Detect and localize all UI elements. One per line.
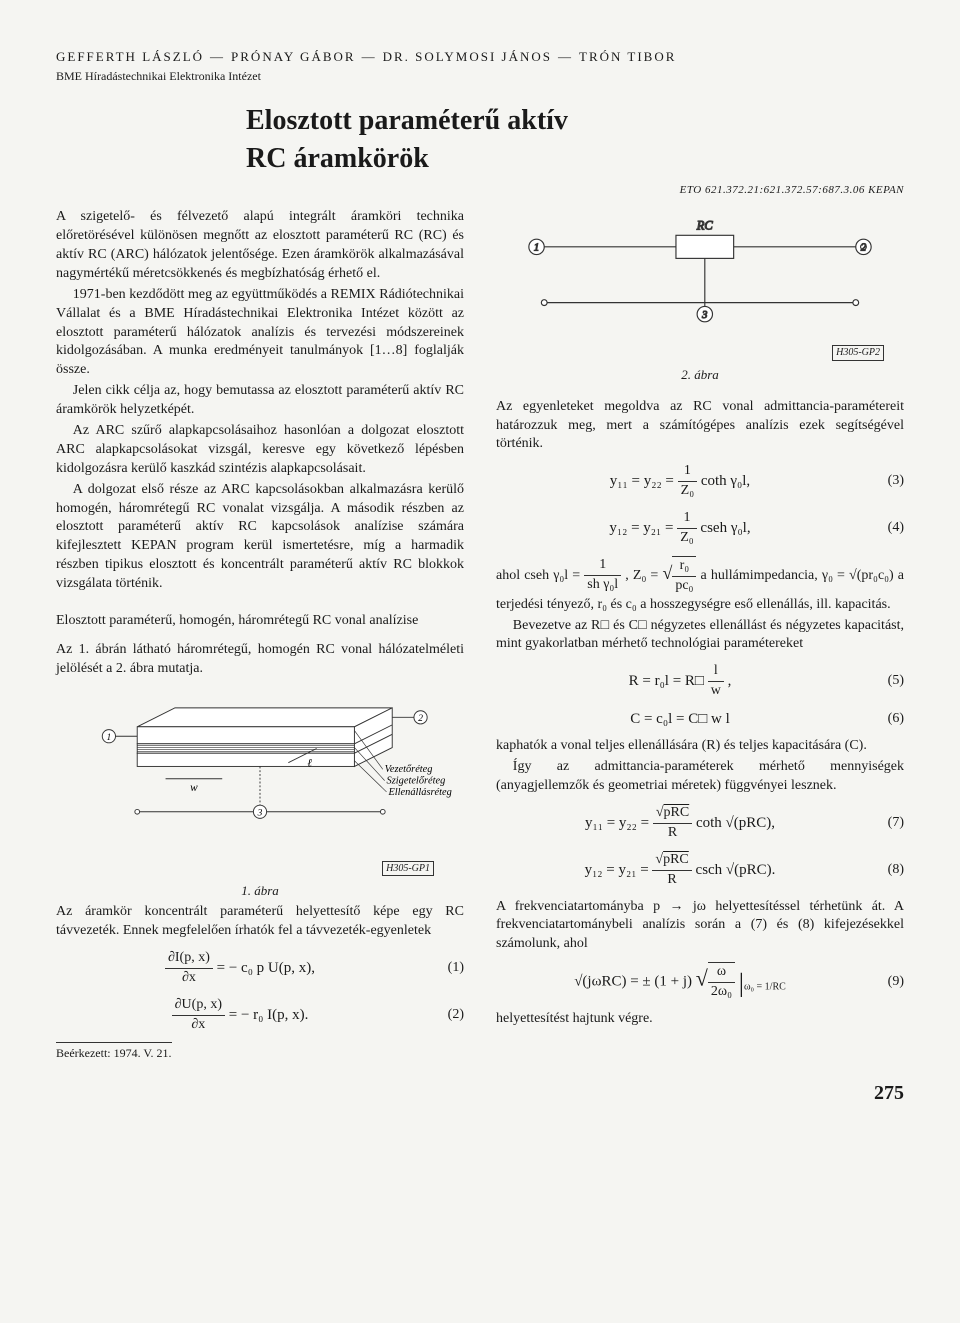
eq4-num: (4) <box>864 519 904 538</box>
eq3-num: (3) <box>864 472 904 491</box>
svg-text:3: 3 <box>257 808 263 818</box>
right-p1: Az egyenleteket megoldva az RC vonal adm… <box>496 398 904 455</box>
left-p6: Az 1. ábrán látható háromrétegű, homogén… <box>56 641 464 679</box>
intro-p1: A szigetelő- és félvezető alapú integrál… <box>56 208 464 284</box>
eq9-num: (9) <box>864 973 904 992</box>
equation-9: √(jωRC) = ± (1 + j) √ω2ω₀ |ω₀ = 1/RC (9) <box>496 962 904 1002</box>
intro-p2: 1971-ben kezdődött meg az együttműködés … <box>56 286 464 380</box>
left-column: A szigetelő- és félvezető alapú integrál… <box>56 208 464 1061</box>
svg-text:Szigetelőréteg: Szigetelőréteg <box>387 775 446 786</box>
right-p7: helyettesítést hajtunk végre. <box>496 1010 904 1029</box>
title-line-1: Elosztott paraméterű aktív <box>246 105 568 136</box>
author-line: GEFFERTH LÁSZLÓ—PRÓNAY GÁBOR—DR. SOLYMOS… <box>56 48 904 66</box>
fig1-box-label: H305-GP1 <box>382 861 434 877</box>
right-p4: kaphatók a vonal teljes ellenállására (R… <box>496 737 904 756</box>
fig2-box-label: H305-GP2 <box>832 345 884 361</box>
equation-2: ∂U(p, x)∂x = − r₀ I(p, x). (2) <box>56 996 464 1035</box>
svg-text:Vezetőréteg: Vezetőréteg <box>385 764 433 775</box>
right-column: 1 2 RC 3 <box>496 208 904 1061</box>
fig1-caption: 1. ábra <box>56 882 464 900</box>
institution: BME Híradástechnikai Elektronika Intézet <box>56 68 904 84</box>
svg-text:1: 1 <box>534 243 539 254</box>
eq8-num: (8) <box>864 861 904 880</box>
section-heading: Elosztott paraméterű, homogén, háromréte… <box>56 612 464 631</box>
equation-1: ∂I(p, x)∂x = − c₀ p U(p, x), (1) <box>56 949 464 988</box>
right-p5: Így az admittancia-paraméterek mérhető m… <box>496 758 904 796</box>
svg-text:2: 2 <box>418 714 423 724</box>
eq5-num: (5) <box>864 672 904 691</box>
svg-text:RC: RC <box>696 219 714 233</box>
author-2: PRÓNAY GÁBOR <box>231 49 356 64</box>
svg-text:3: 3 <box>701 310 707 321</box>
eq7-num: (7) <box>864 814 904 833</box>
equation-3: y₁₁ = y₂₂ = 1Z₀ coth γ₀l, (3) <box>496 462 904 501</box>
right-p6: A frekvenciatartományba p → jω helyettes… <box>496 898 904 955</box>
eto-code: ETO 621.372.21:621.372.57:687.3.06 KEPAN <box>56 183 904 198</box>
fig2-caption: 2. ábra <box>496 366 904 384</box>
author-4: TRÓN TIBOR <box>579 49 676 64</box>
page-title: Elosztott paraméterű aktív RC áramkörök <box>246 102 904 178</box>
right-p2: ahol cseh γ₀l = 1sh γ₀l , Z₀ = √r₀pc₀ a … <box>496 556 904 615</box>
intro-p5: A dolgozat első része az ARC kapcsolások… <box>56 481 464 594</box>
author-3: DR. SOLYMOSI JÁNOS <box>383 49 552 64</box>
title-line-2: RC áramkörök <box>246 140 904 178</box>
equation-5: R = r₀l = R□ lw , (5) <box>496 662 904 701</box>
fig1-w-label: w <box>190 782 198 794</box>
equation-7: y₁₁ = y₂₂ = √pRCR coth √(pRC), (7) <box>496 804 904 843</box>
figure-2: 1 2 RC 3 <box>496 218 904 383</box>
intro-p3: Jelen cikk célja az, hogy bemutassa az e… <box>56 382 464 420</box>
page-number: 275 <box>56 1080 904 1107</box>
author-1: GEFFERTH LÁSZLÓ <box>56 49 204 64</box>
left-p7: Az áramkör koncentrált paraméterű helyet… <box>56 903 464 941</box>
equation-6: C = c₀l = C□ w l (6) <box>496 709 904 729</box>
svg-text:ℓ: ℓ <box>307 757 312 769</box>
equation-4: y₁₂ = y₂₁ = 1Z₀ cseh γ₀l, (4) <box>496 509 904 548</box>
svg-text:Ellenállásréteg: Ellenállásréteg <box>387 786 451 797</box>
intro-p4: Az ARC szűrő alapkapcsolásaihoz hasonlóa… <box>56 422 464 479</box>
right-p3: Bevezetve az R□ és C□ négyzetes ellenáll… <box>496 617 904 655</box>
svg-text:1: 1 <box>107 733 112 743</box>
received-date: Beérkezett: 1974. V. 21. <box>56 1042 464 1061</box>
equation-8: y₁₂ = y₂₁ = √pRCR csch √(pRC). (8) <box>496 851 904 890</box>
figure-1: 1 2 3 w ℓ <box>56 689 464 899</box>
eq2-num: (2) <box>424 1006 464 1025</box>
eq6-num: (6) <box>864 710 904 729</box>
eq1-num: (1) <box>424 959 464 978</box>
